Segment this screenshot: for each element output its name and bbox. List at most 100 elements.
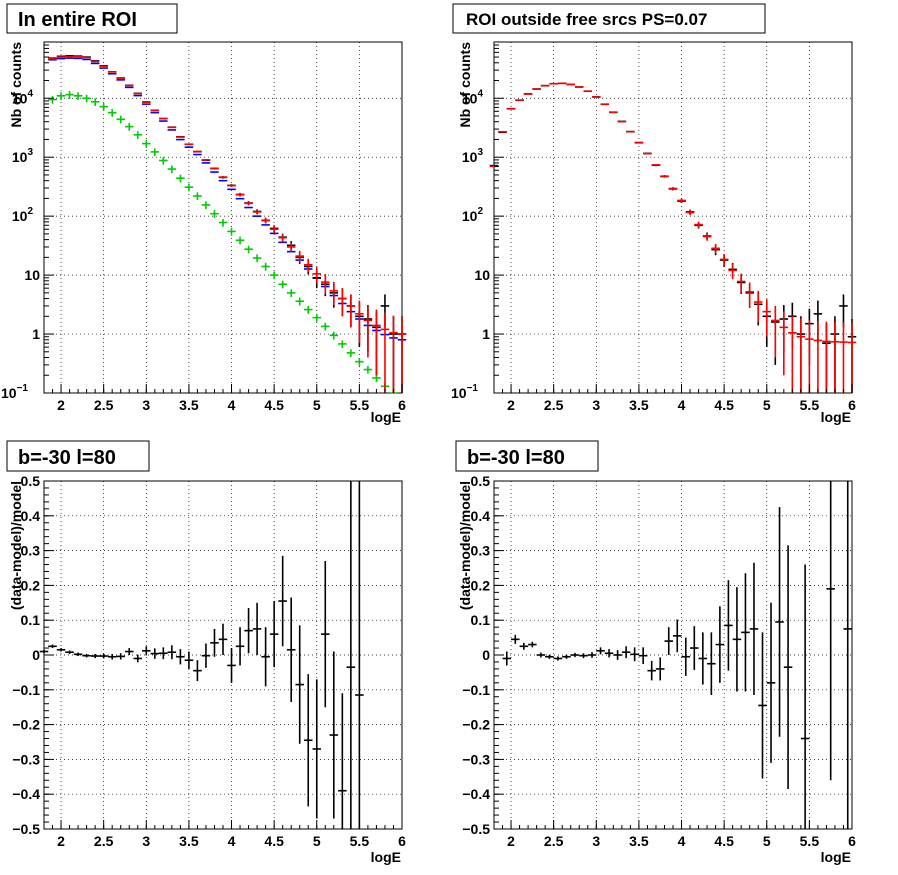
title-box xyxy=(452,3,766,34)
y-tick-label: 10−1 xyxy=(1,383,28,401)
y-tick-label: 0.5 xyxy=(21,473,41,489)
x-tick-label: 3 xyxy=(592,397,600,413)
y-tick-label: 0.1 xyxy=(471,612,491,628)
x-tick-label: 2 xyxy=(507,833,515,849)
x-tick-label: 3.5 xyxy=(629,397,649,413)
x-tick-label: 5 xyxy=(313,833,321,849)
axes: 2 2.5 3 3.5 4 4.5 5 5.5 6 −0.5 −0.4 −0.3 −0.2 −0.1 0 0.… xyxy=(12,473,406,849)
x-tick-label: 2.5 xyxy=(94,397,114,413)
y-tick-label: 0.4 xyxy=(471,508,491,524)
y-tick-label: 10 xyxy=(24,267,40,283)
data-marks xyxy=(489,82,857,393)
x-tick-label: 4 xyxy=(228,833,236,849)
x-tick-label: 4 xyxy=(678,397,686,413)
data-marks xyxy=(502,481,852,829)
plot-frame xyxy=(493,41,853,394)
y-tick-label: 103 xyxy=(12,147,34,165)
y-axis-label: (data-model)/model xyxy=(8,481,24,610)
y-tick-label: 104 xyxy=(12,88,34,106)
x-tick-label: 6 xyxy=(398,397,406,413)
y-tick-label: 0.3 xyxy=(471,543,491,559)
y-tick-label: 0 xyxy=(32,647,40,663)
data-marks xyxy=(39,481,364,829)
y-tick-label: 102 xyxy=(462,206,484,224)
y-tick-label: −0.3 xyxy=(462,751,490,767)
x-tick-label: 5.5 xyxy=(800,397,820,413)
y-tick-label: 0.1 xyxy=(21,612,41,628)
y-tick-label: 10−1 xyxy=(451,383,478,401)
y-axis-label: Nb of counts xyxy=(8,42,24,128)
axes: 2 2.5 3 3.5 4 4.5 5 5.5 6 10−1 1 10 102 103 104 xyxy=(451,44,856,413)
x-tick-label: 3 xyxy=(142,397,150,413)
y-tick-label: −0.4 xyxy=(462,786,490,802)
x-tick-label: 3.5 xyxy=(179,397,199,413)
x-tick-label: 4 xyxy=(228,397,236,413)
x-tick-label: 3 xyxy=(592,833,600,849)
panel-entire-roi: 2 2.5 3 3.5 4 4.5 5 5.5 6 10−1 1 10 102 103 104 In ent… xyxy=(1,3,407,425)
y-tick-label: −0.2 xyxy=(12,717,40,733)
y-tick-label: 0.5 xyxy=(471,473,491,489)
x-tick-label: 2 xyxy=(57,397,65,413)
y-tick-label: 0.4 xyxy=(21,508,41,524)
panel-residual-left: 2 2.5 3 3.5 4 4.5 5 5.5 6 −0.5 −0.4 −0.3 −0.2 −0.1 0 0.… xyxy=(6,440,406,865)
x-tick-label: 5.5 xyxy=(800,833,820,849)
x-tick-label: 4 xyxy=(678,833,686,849)
x-tick-label: 2.5 xyxy=(94,833,114,849)
x-tick-label: 6 xyxy=(848,397,856,413)
y-tick-label: −0.4 xyxy=(12,786,40,802)
panel-residual-right: 2 2.5 3 3.5 4 4.5 5 5.5 6 −0.5 −0.4 −0.3 −0.2 −0.1 0 0.… xyxy=(455,440,856,865)
y-tick-label: 104 xyxy=(462,88,484,106)
y-tick-label: −0.2 xyxy=(462,717,490,733)
y-axis-label: Nb of counts xyxy=(457,42,473,128)
chart-title: b=-30 l=80 xyxy=(467,447,565,469)
x-tick-label: 5 xyxy=(763,833,771,849)
y-tick-label: −0.5 xyxy=(462,821,490,837)
title-box xyxy=(6,440,150,472)
y-tick-label: −0.3 xyxy=(12,751,40,767)
x-axis-label: logE xyxy=(821,409,851,425)
x-tick-label: 2 xyxy=(507,397,515,413)
y-tick-label: 10 xyxy=(474,267,490,283)
x-tick-label: 4.5 xyxy=(264,833,284,849)
y-tick-label: 103 xyxy=(462,147,484,165)
x-tick-label: 3.5 xyxy=(179,833,199,849)
x-tick-label: 2.5 xyxy=(544,833,564,849)
x-tick-label: 6 xyxy=(848,833,856,849)
x-tick-label: 5.5 xyxy=(350,833,370,849)
x-tick-label: 4.5 xyxy=(714,833,734,849)
y-tick-label: 1 xyxy=(482,326,490,342)
title-box xyxy=(6,3,178,34)
chart-title: ROI outside free srcs PS=0.07 xyxy=(466,10,707,29)
x-tick-label: 2.5 xyxy=(544,397,564,413)
plot-frame xyxy=(493,480,853,830)
x-tick-label: 5.5 xyxy=(350,397,370,413)
y-tick-label: 0 xyxy=(482,647,490,663)
y-axis-label: (data-model)/model xyxy=(457,481,473,610)
axes: 2 2.5 3 3.5 4 4.5 5 5.5 6 −0.5 −0.4 −0.3 −0.2 −0.1 0 0.… xyxy=(462,473,856,849)
x-tick-label: 5 xyxy=(763,397,771,413)
x-tick-label: 4.5 xyxy=(714,397,734,413)
y-tick-label: −0.5 xyxy=(12,821,40,837)
chart-title: In entire ROI xyxy=(18,9,137,31)
x-axis-label: logE xyxy=(371,849,401,865)
x-tick-label: 3 xyxy=(142,833,150,849)
x-axis-label: logE xyxy=(821,849,851,865)
x-tick-label: 5 xyxy=(313,397,321,413)
x-axis-label: logE xyxy=(371,409,401,425)
chart-title: b=-30 l=80 xyxy=(18,447,116,469)
y-tick-label: 0.2 xyxy=(21,577,41,593)
x-tick-label: 6 xyxy=(398,833,406,849)
x-tick-label: 3.5 xyxy=(629,833,649,849)
x-tick-label: 2 xyxy=(57,833,65,849)
data-marks xyxy=(48,54,407,394)
y-tick-label: 1 xyxy=(32,326,40,342)
y-tick-label: −0.1 xyxy=(12,682,40,698)
x-tick-label: 4.5 xyxy=(264,397,284,413)
y-tick-label: 0.3 xyxy=(21,543,41,559)
y-tick-label: −0.1 xyxy=(462,682,490,698)
panel-roi-outside: 2 2.5 3 3.5 4 4.5 5 5.5 6 10−1 1 10 102 103 104 ROI ou… xyxy=(451,3,857,425)
y-tick-label: 0.2 xyxy=(471,577,491,593)
plot-frame xyxy=(43,41,403,394)
y-tick-label: 102 xyxy=(12,206,34,224)
